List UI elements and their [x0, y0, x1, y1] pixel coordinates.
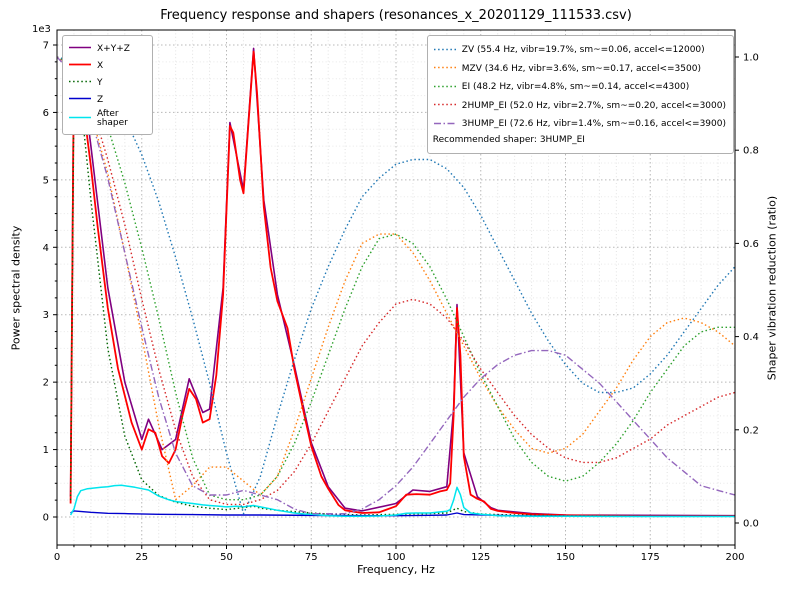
legend-sample	[68, 59, 92, 73]
y-right-tick-label: 0.0	[743, 519, 759, 530]
y-left-tick-label: 0	[43, 513, 49, 524]
shaper-legend-label: ZV (55.4 Hz, vibr=19.7%, sm~=0.06, accel…	[461, 45, 705, 55]
legend-item: Z	[68, 93, 145, 107]
psd-legend-label: After shaper	[97, 109, 128, 128]
legend-item: 3HUMP_EI (72.6 Hz, vibr=1.4%, sm~=0.16, …	[433, 118, 726, 132]
legend-item: 2HUMP_EI (52.0 Hz, vibr=2.7%, sm~=0.20, …	[433, 99, 726, 113]
zv-legend-line	[433, 48, 456, 50]
chart-title: Frequency response and shapers (resonanc…	[160, 8, 632, 23]
y-right-tick-label: 0.4	[743, 332, 759, 343]
recommended-shaper-text: Recommended shaper: 3HUMP_EI	[432, 135, 585, 145]
x+y+z-legend-line	[69, 46, 91, 49]
shaper-curves	[57, 56, 735, 515]
psd-legend-label: X+Y+Z	[97, 43, 130, 54]
series-3hump-ei	[57, 56, 735, 515]
2hump-ei-legend-line	[433, 103, 456, 106]
y-left-tick-label: 4	[43, 243, 49, 254]
y-left-tick-label: 7	[43, 41, 49, 52]
series-2hump-ei	[57, 56, 735, 506]
legend-sample	[68, 112, 92, 126]
z-legend-line	[69, 97, 91, 100]
legend-item: After shaper	[68, 110, 145, 128]
legend-sample	[68, 76, 92, 90]
mzv-legend-line	[433, 66, 456, 69]
y-axis-label-left: Power spectral density	[9, 225, 23, 351]
legend-item: X+Y+Z	[68, 42, 145, 56]
psd-curves	[69, 44, 735, 518]
x-tick-label: 50	[220, 552, 233, 563]
3hump-ei-legend-line	[433, 122, 456, 124]
y-right-tick-label: 1.0	[743, 53, 759, 64]
y-right-tick-label: 0.6	[743, 239, 759, 250]
y-left-tick-label: 2	[43, 378, 49, 389]
y-right-tick-label: 0.2	[743, 425, 759, 436]
legend-item: ZV (55.4 Hz, vibr=19.7%, sm~=0.06, accel…	[433, 44, 726, 58]
series-after-shaper	[69, 484, 735, 518]
x-legend-line	[69, 63, 91, 66]
series-x	[69, 50, 735, 517]
y-legend-line	[69, 80, 91, 83]
x-axis-label: Frequency, Hz	[357, 563, 435, 576]
x-tick-label: 150	[556, 552, 575, 563]
legend-item: MZV (34.6 Hz, vibr=3.6%, sm~=0.17, accel…	[433, 62, 726, 76]
y-axis-label-right: Shaper vibration reduction (ratio)	[765, 195, 779, 381]
x-tick-label: 25	[135, 552, 148, 563]
series-z	[70, 510, 735, 517]
y-axis-offset-text: 1e3	[32, 24, 51, 35]
y-right-tick-label: 0.8	[743, 146, 759, 157]
legend-psd: X+Y+Z X Y Z After shaper	[62, 35, 153, 135]
y-left-tick-label: 6	[43, 108, 49, 119]
legend-shapers: ZV (55.4 Hz, vibr=19.7%, sm~=0.06, accel…	[426, 35, 734, 154]
y-left-tick-label: 5	[43, 175, 49, 186]
x-tick-label: 75	[305, 552, 318, 563]
legend-item: X	[68, 59, 145, 73]
legend-sample	[433, 44, 457, 58]
legend-item: EI (48.2 Hz, vibr=4.8%, sm~=0.14, accel<…	[433, 81, 726, 95]
shaper-legend-label: EI (48.2 Hz, vibr=4.8%, sm~=0.14, accel<…	[461, 82, 690, 92]
psd-legend-label: Z	[97, 94, 104, 105]
shaper-legend-label: MZV (34.6 Hz, vibr=3.6%, sm~=0.17, accel…	[461, 63, 701, 74]
axis-ticks: 0 25 50 75 100 125 150 175 200 0 1 2 3 4 5 6 7 0.0 0.2 0.4 0…	[43, 41, 759, 564]
psd-legend-label: X	[97, 60, 104, 71]
series-y	[69, 71, 735, 517]
ei-legend-line	[433, 85, 456, 87]
x-tick-label: 0	[54, 552, 60, 563]
shaper-legend-label: 2HUMP_EI (52.0 Hz, vibr=2.7%, sm~=0.20, …	[461, 100, 726, 111]
x-tick-label: 175	[641, 552, 660, 563]
legend-sample	[433, 62, 457, 76]
psd-legend-label: Y	[97, 77, 103, 88]
legend-item: Y	[68, 76, 145, 90]
after-shaper-legend-line	[69, 116, 91, 119]
x-tick-label: 125	[471, 552, 490, 563]
legend-sample	[433, 99, 457, 113]
legend-sample	[433, 118, 457, 132]
shaper-legend-label: 3HUMP_EI (72.6 Hz, vibr=1.4%, sm~=0.16, …	[461, 119, 726, 129]
legend-sample	[433, 81, 457, 95]
x-tick-label: 200	[725, 552, 744, 563]
legend-sample	[68, 93, 92, 107]
y-left-tick-label: 1	[43, 445, 49, 456]
legend-sample	[68, 42, 92, 56]
y-left-tick-label: 3	[43, 310, 49, 321]
x-tick-label: 100	[386, 552, 405, 563]
